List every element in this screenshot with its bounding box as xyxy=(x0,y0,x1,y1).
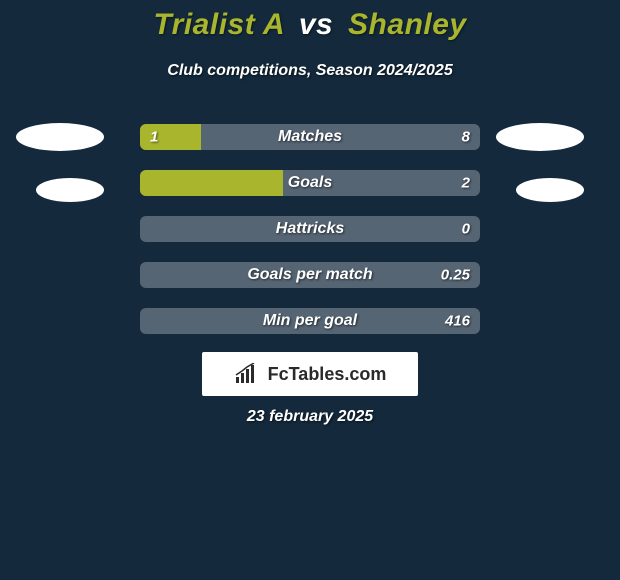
chart-icon xyxy=(234,363,262,385)
ellipse-right1 xyxy=(496,123,584,151)
subtitle: Club competitions, Season 2024/2025 xyxy=(0,62,620,80)
title: Trialist A vs Shanley xyxy=(0,8,620,42)
stat-right-value: 2 xyxy=(462,175,470,192)
ellipse-left2 xyxy=(36,178,104,202)
ellipse-right2 xyxy=(516,178,584,202)
stat-label: Min per goal xyxy=(263,312,357,330)
stat-left-value: 1 xyxy=(150,129,158,146)
ellipse-left1 xyxy=(16,123,104,151)
date-text: 23 february 2025 xyxy=(0,408,620,426)
comparison-infographic: Trialist A vs Shanley Club competitions,… xyxy=(0,0,620,580)
stat-row: Matches 1 8 xyxy=(140,124,480,150)
stat-label: Goals xyxy=(288,174,332,192)
stat-row: Goals 2 xyxy=(140,170,480,196)
vs-text: vs xyxy=(299,8,333,41)
stat-right-value: 0 xyxy=(462,221,470,238)
player1-name: Trialist A xyxy=(153,8,284,41)
stat-label: Matches xyxy=(278,128,342,146)
stat-label: Hattricks xyxy=(276,220,344,238)
stat-row: Min per goal 416 xyxy=(140,308,480,334)
stat-right-value: 8 xyxy=(462,129,470,146)
stat-right-value: 416 xyxy=(445,313,470,330)
stat-label: Goals per match xyxy=(247,266,372,284)
stat-row: Hattricks 0 xyxy=(140,216,480,242)
brand-text: FcTables.com xyxy=(268,364,387,385)
player2-name: Shanley xyxy=(348,8,467,41)
brand-box: FcTables.com xyxy=(202,352,418,396)
stat-fill xyxy=(140,170,283,196)
stat-right-value: 0.25 xyxy=(441,267,470,284)
stat-row: Goals per match 0.25 xyxy=(140,262,480,288)
